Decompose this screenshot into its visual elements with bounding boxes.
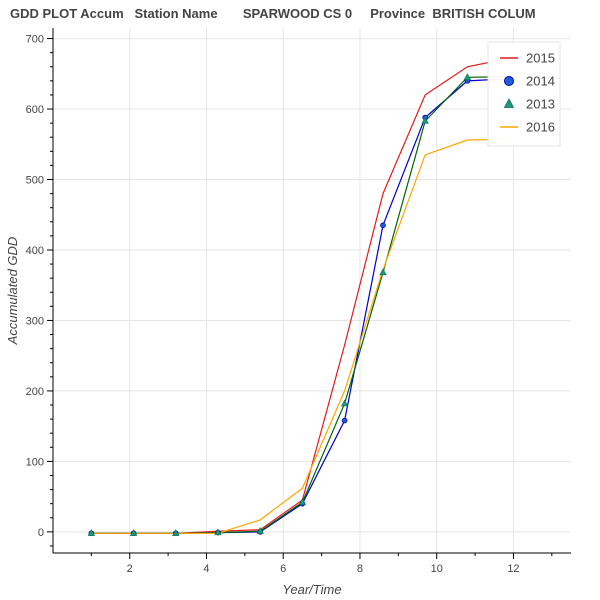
data-point-2014: [341, 417, 348, 424]
x-tick-label: 8: [357, 563, 363, 575]
y-tick-label: 600: [26, 104, 44, 116]
x-tick-label: 12: [507, 563, 519, 575]
data-point-2013: [463, 73, 472, 80]
data-point-2013: [172, 529, 180, 536]
x-tick-label: 10: [431, 563, 443, 575]
legend-glyph-2013: [503, 98, 515, 108]
y-tick-label: 100: [26, 456, 44, 468]
y-tick-label: 300: [26, 315, 44, 327]
data-point-2013: [87, 529, 96, 536]
legend-box: [487, 41, 561, 147]
y-tick-label: 700: [26, 34, 44, 46]
series-layer: [87, 57, 514, 537]
data-point-2013: [214, 528, 222, 536]
series-line-2016: [91, 138, 510, 534]
data-point-2013: [298, 498, 307, 505]
legend-label-2013: 2013: [526, 97, 555, 112]
legend-glyph-2014: [504, 76, 514, 86]
x-tick-label: 6: [280, 563, 286, 575]
data-point-2013: [340, 399, 349, 407]
axes-layer: 2 4 6 8 10 12 0 100 200 300 400 500 600 700: [26, 28, 571, 575]
y-tick-label: 500: [26, 175, 44, 187]
legend-label-2016: 2016: [526, 120, 555, 135]
data-point-2013: [379, 268, 387, 276]
y-tick-label: 0: [38, 527, 44, 539]
x-tick-label: 4: [203, 563, 209, 575]
data-point-2013: [129, 529, 138, 536]
y-axis-label: Accumulated GDD: [5, 237, 20, 346]
legend-label-2014: 2014: [526, 74, 555, 89]
data-point-2014: [380, 222, 386, 229]
data-point-2013: [256, 527, 264, 534]
legend: 2015 2014 2013 2016: [487, 41, 561, 147]
x-tick-label: 2: [127, 563, 133, 575]
x-axis-label: Year/Time: [282, 582, 341, 597]
y-tick-label: 200: [26, 386, 44, 398]
chart-title: GDD PLOT Accum Station Name SPARWOOD CS …: [10, 6, 536, 21]
y-tick-label: 400: [26, 245, 44, 257]
legend-label-2015: 2015: [526, 51, 555, 66]
data-point-2013: [421, 116, 429, 124]
